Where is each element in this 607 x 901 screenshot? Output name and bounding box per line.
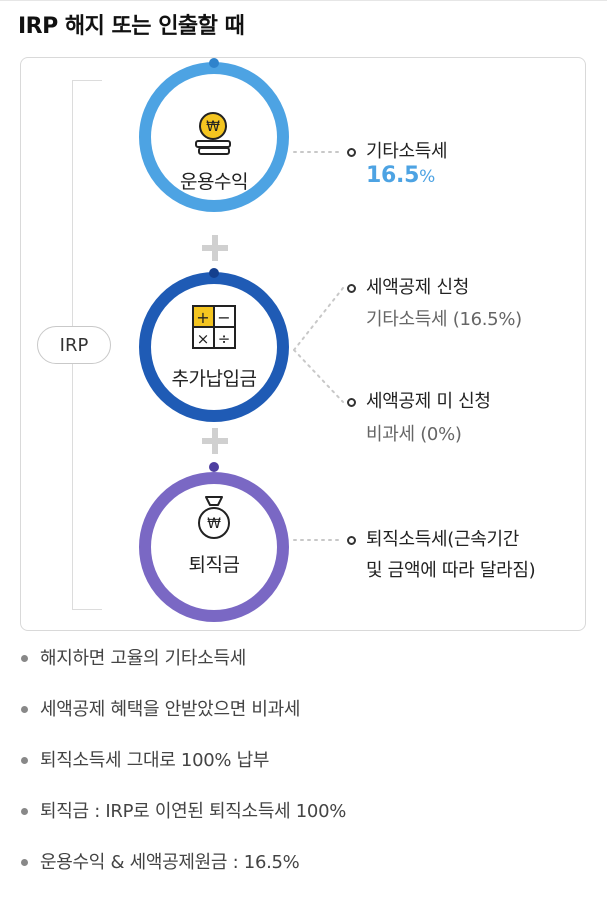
connector-deduction-not-applied — [293, 349, 344, 403]
source-label-investment: 운용수익 — [180, 171, 248, 193]
bullet-dot-icon — [21, 655, 28, 662]
svg-text:₩: ₩ — [207, 516, 221, 532]
svg-text:−: − — [217, 308, 230, 327]
coin-stack-icon: ₩ — [195, 112, 231, 155]
source-label-additional-payment: 추가납입금 — [171, 368, 257, 390]
outcome-investment-title: 기타소득세 — [366, 141, 448, 162]
svg-text:÷: ÷ — [218, 330, 231, 348]
bullet-dot-icon — [21, 757, 28, 764]
circle-top-dot — [209, 462, 219, 472]
outcome-severance-line1: 퇴직소득세(근속기간 — [366, 529, 520, 550]
irp-pill: IRP — [37, 326, 111, 364]
circle-top-dot — [209, 58, 219, 68]
list-item: 해지하면 고율의 기타소득세 — [18, 646, 346, 671]
bullet-ring-icon — [347, 284, 356, 293]
plus-icon — [202, 235, 228, 261]
notes-list: 해지하면 고율의 기타소득세 세액공제 혜택을 안받았으면 비과세 퇴직소득세 … — [18, 646, 346, 901]
outcome-deduction-applied-title: 세액공제 신청 — [366, 277, 469, 298]
bullet-dot-icon — [21, 859, 28, 866]
outcome-deduction-not-applied-title: 세액공제 미 신청 — [366, 391, 491, 412]
money-bag-icon: ₩ — [198, 496, 230, 539]
source-label-severance: 퇴직금 — [188, 554, 240, 576]
svg-text:×: × — [197, 330, 210, 348]
bullet-ring-icon — [347, 148, 356, 157]
bullet-dot-icon — [21, 706, 28, 713]
list-item: 퇴직금 : IRP로 이연된 퇴직소득세 100% — [18, 799, 346, 824]
outcome-investment-rate: 16.5% — [366, 163, 435, 188]
page-title: IRP 해지 또는 인출할 때 — [18, 14, 245, 39]
bullet-ring-icon — [347, 536, 356, 545]
list-item: 세액공제 혜택을 안받았으면 비과세 — [18, 697, 346, 722]
list-item: 운용수익 & 세액공제원금 : 16.5% — [18, 850, 346, 875]
bullet-ring-icon — [347, 398, 356, 407]
circle-top-dot — [209, 268, 219, 278]
calculator-icon: + − × ÷ — [192, 305, 236, 349]
list-item: 퇴직소득세 그대로 100% 납부 — [18, 748, 346, 773]
svg-text:₩: ₩ — [206, 119, 220, 135]
bullet-dot-icon — [21, 808, 28, 815]
outcome-deduction-not-applied-detail: 비과세 (0%) — [366, 424, 462, 445]
outcome-severance-line2: 및 금액에 따라 달라짐) — [366, 560, 536, 581]
connector-deduction-applied — [293, 287, 344, 351]
top-divider — [0, 0, 607, 1]
outcome-deduction-applied-detail: 기타소득세 (16.5%) — [366, 309, 522, 330]
svg-text:+: + — [196, 308, 209, 327]
plus-icon — [202, 428, 228, 454]
rate-value: 16.5 — [366, 163, 420, 188]
rate-unit: % — [419, 167, 435, 187]
